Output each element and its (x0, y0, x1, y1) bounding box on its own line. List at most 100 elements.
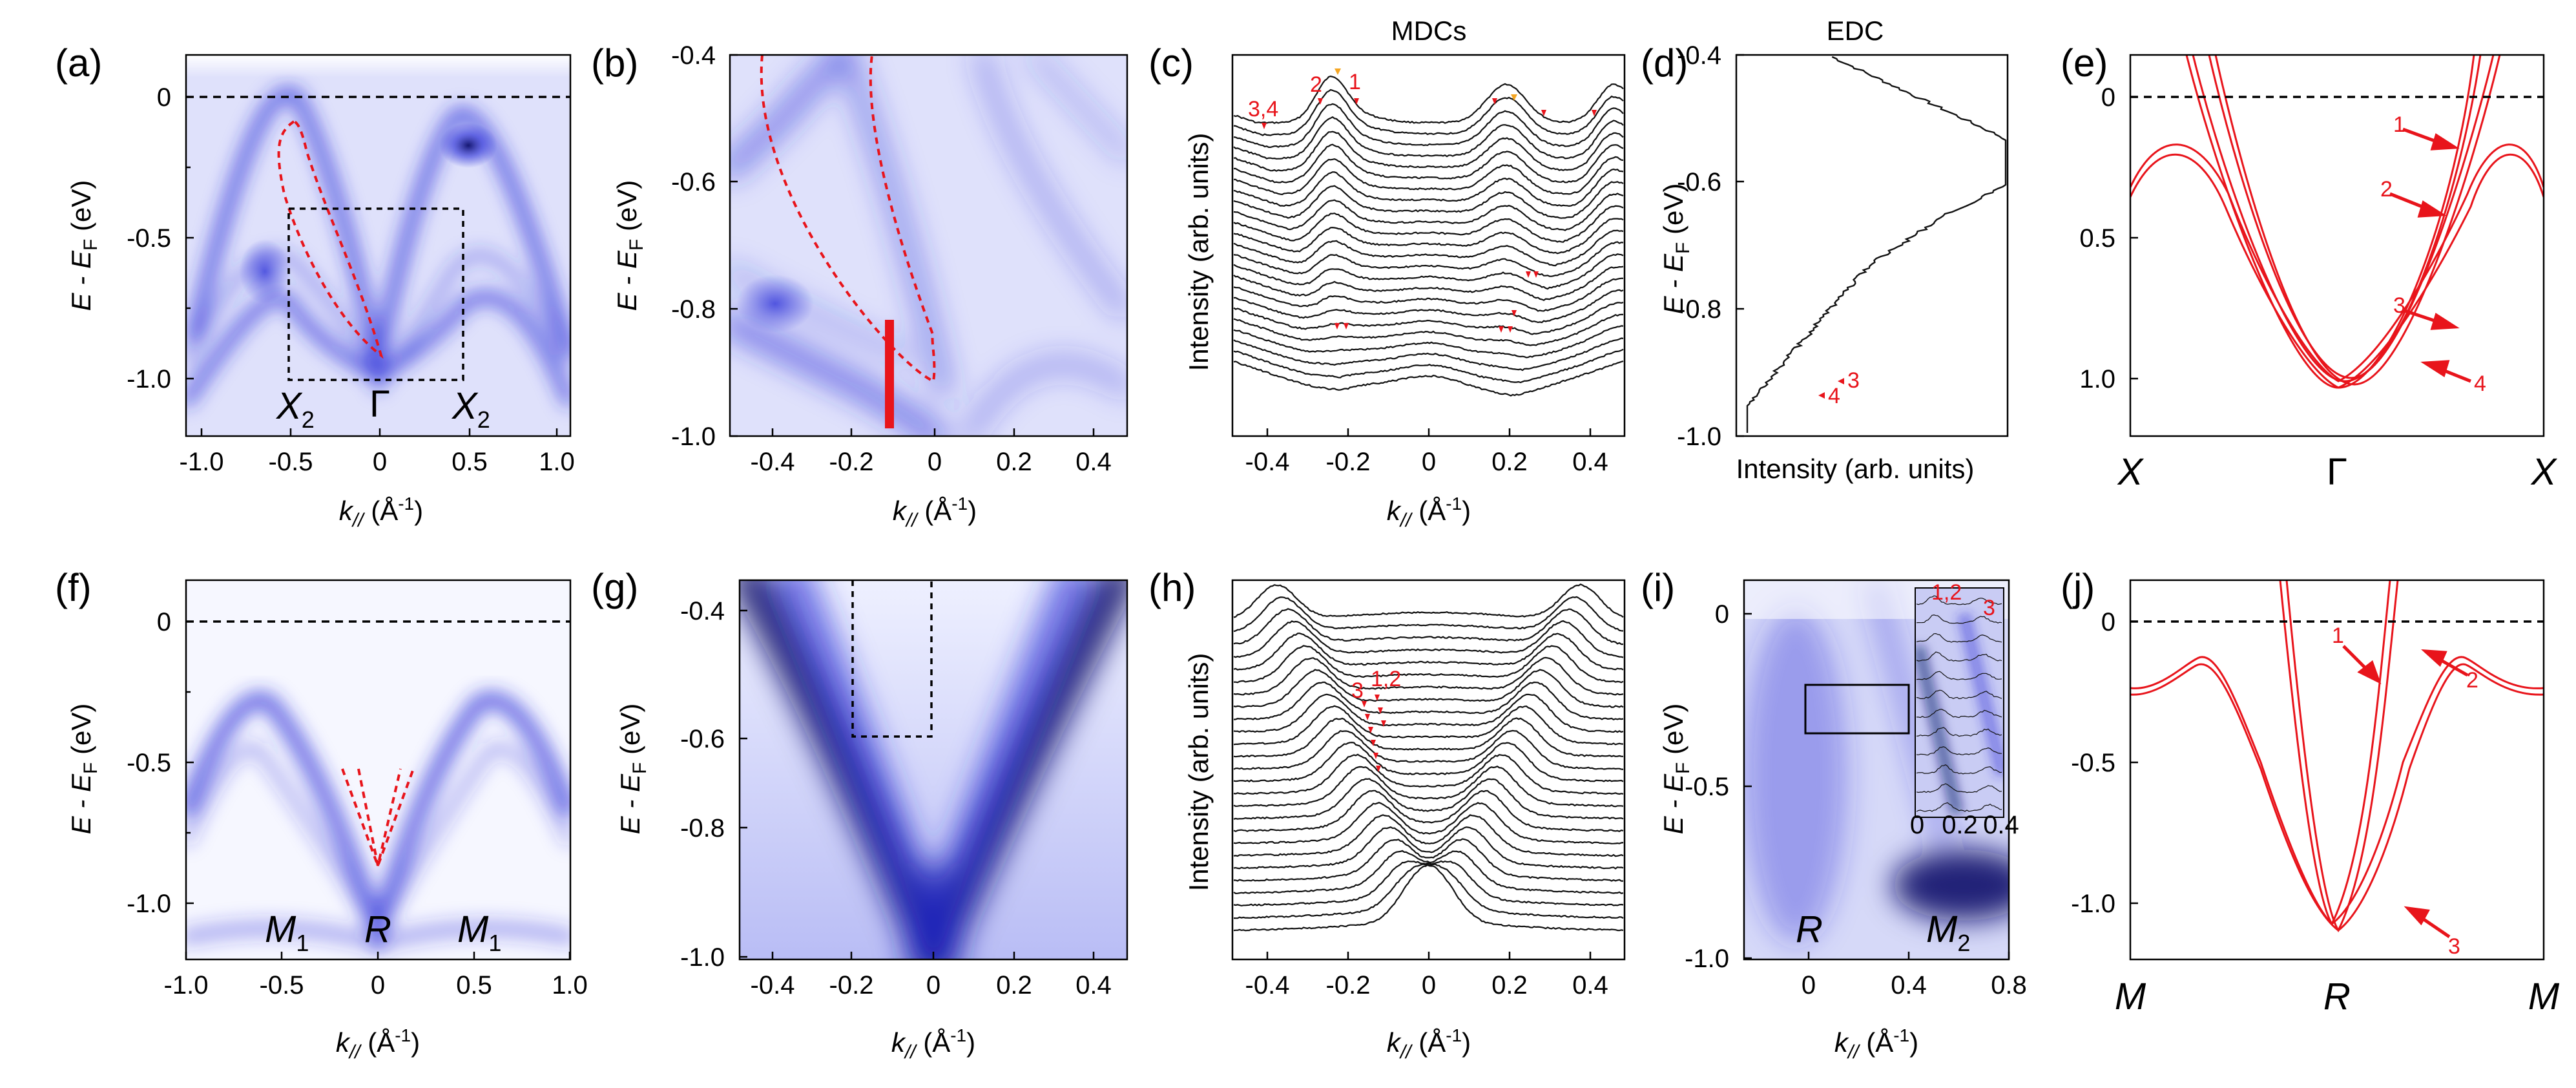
e-label-2: 2 (2380, 177, 2393, 202)
j-ytick-1: -0.5 (2071, 749, 2115, 777)
mdc-curve (1916, 633, 2002, 643)
j-label-3: 3 (2448, 934, 2460, 959)
h-ylabel: Intensity (arb. units) (1183, 653, 1214, 892)
d-ytick-2: -0.8 (1677, 295, 1721, 324)
c-xtick-3: 0.2 (1491, 448, 1528, 476)
c-label-1: 1 (1349, 70, 1361, 94)
c-xtick-4: 0.4 (1572, 448, 1608, 476)
d-ylabel: E - EF (eV) (1658, 183, 1694, 315)
mdc-curve (1233, 838, 1623, 882)
j-arrows (2342, 645, 2469, 939)
mdc-curve (1916, 614, 2002, 624)
arpes-map-b (730, 55, 1127, 436)
j-ytick-0: 0 (2101, 608, 2115, 636)
i-ytick-2: -1.0 (1685, 945, 1729, 973)
a-sym-gamma: Γ (369, 383, 390, 425)
mdc-curve (1233, 229, 1624, 267)
mdc-curve (1233, 681, 1624, 721)
a-xtick-4: 1.0 (539, 448, 575, 476)
a-sym-x2-left: X2 (275, 385, 315, 433)
b-ytick-2: -0.8 (671, 295, 716, 324)
d-markers (1818, 378, 1844, 399)
a-ytick-2: -1.0 (127, 365, 171, 393)
mdc-curve (1916, 671, 2002, 680)
i-inset-xtick-2: 0.4 (1983, 811, 2019, 839)
mdc-curve (1233, 705, 1624, 746)
g-ylabel: E - EF (eV) (615, 704, 650, 835)
g-xtick-4: 0.4 (1075, 971, 1112, 999)
panel-label-a: (a) (55, 41, 102, 85)
i-inset-label-12: 1,2 (1931, 580, 1962, 605)
mdc-curve (1233, 116, 1624, 160)
mdc-curve (1233, 325, 1624, 359)
mdc-curve (1233, 717, 1624, 758)
panel-i: (i) 1,2 3 0 (1641, 566, 2027, 1063)
mdc-curve (1916, 802, 2002, 812)
i-xlabel: k// (Å-1) (1834, 1025, 1918, 1063)
panel-label-c: (c) (1148, 41, 1194, 85)
mdc-curve (1233, 583, 1624, 618)
mdc-curve (1233, 729, 1624, 770)
mdc-curve (1233, 620, 1624, 658)
panel-label-g: (g) (591, 566, 638, 609)
d-ytick-1: -0.6 (1677, 168, 1721, 196)
g-xtick-2: 0 (926, 971, 940, 999)
panel-label-e: (e) (2061, 41, 2108, 85)
a-ylabel: E - EF (eV) (66, 180, 101, 311)
panel-label-i: (i) (1641, 566, 1675, 609)
mdc-curve (1233, 860, 1624, 907)
b-xlabel: k// (Å-1) (893, 494, 977, 531)
c-xtick-1: -0.2 (1326, 448, 1371, 476)
i-inset-xtick-1: 0.2 (1942, 811, 1978, 839)
mdc-curve (1233, 253, 1624, 290)
a-xlabel: k// (Å-1) (339, 494, 423, 531)
mdc-curve (1233, 277, 1623, 312)
i-inset-label-3: 3 (1983, 596, 1995, 620)
mdc-curve (1233, 241, 1624, 277)
mdc-curve (1233, 266, 1624, 301)
mdc-curve (1233, 864, 1624, 932)
c-orange-markers (1335, 68, 1517, 101)
mdc-curve (1233, 205, 1624, 243)
mdc-curve (1916, 651, 2002, 662)
e-label-3: 3 (2393, 293, 2405, 318)
c-label-2: 2 (1310, 72, 1322, 97)
i-sym-m2: M2 (1926, 908, 1970, 956)
mdc-curve (1233, 753, 1624, 795)
c-markers (1262, 98, 1597, 333)
panel-a: (a) 0 -0.5 -1.0 (55, 41, 575, 531)
h-markers (1362, 695, 1386, 772)
mdc-curve (1234, 645, 1624, 684)
g-xtick-3: 0.2 (996, 971, 1032, 999)
h-label-12: 1,2 (1371, 667, 1401, 691)
c-label-34: 3,4 (1248, 97, 1278, 121)
h-label-3: 3 (1351, 678, 1364, 703)
panel-e: (e) 1 2 3 4 0 0.5 1.0 X Γ X (2061, 41, 2558, 493)
i-xtick-0: 0 (1802, 971, 1816, 999)
b-xtick-3: 0.2 (996, 448, 1032, 476)
mdc-curve (1233, 596, 1624, 633)
e-label-4: 4 (2474, 371, 2486, 396)
mdc-curve (1916, 709, 2002, 718)
a-xtick-2: 0 (373, 448, 387, 476)
e-ytick-2: 1.0 (2079, 365, 2115, 393)
b-xtick-4: 0.4 (1075, 448, 1112, 476)
mdc-curve (1233, 633, 1624, 671)
f-ylabel: E - EF (eV) (66, 704, 101, 835)
b-xtick-0: -0.4 (751, 448, 795, 476)
h-xtick-3: 0.2 (1491, 971, 1528, 999)
panel-h: (h) 1,2 3 -0.4 -0.2 0 0.2 0.4 Intensity … (1148, 566, 1626, 1063)
i-ytick-0: 0 (1715, 600, 1729, 629)
d-label-3: 3 (1847, 368, 1860, 393)
f-xtick-2: 0 (371, 971, 385, 999)
mdc-curve (1233, 313, 1624, 346)
mdc-curve (1233, 741, 1624, 782)
i-ytick-1: -0.5 (1685, 773, 1729, 801)
i-inset: 1,2 3 0 0.2 0.4 (1910, 580, 2019, 839)
d-xlabel: Intensity (arb. units) (1736, 454, 1975, 484)
a-xtick-0: -1.0 (180, 448, 224, 476)
mdc-curve (1233, 156, 1624, 196)
f-xlabel: k// (Å-1) (336, 1025, 420, 1063)
mdc-stack-c (1233, 75, 1624, 397)
j-ytick-2: -1.0 (2071, 890, 2115, 918)
